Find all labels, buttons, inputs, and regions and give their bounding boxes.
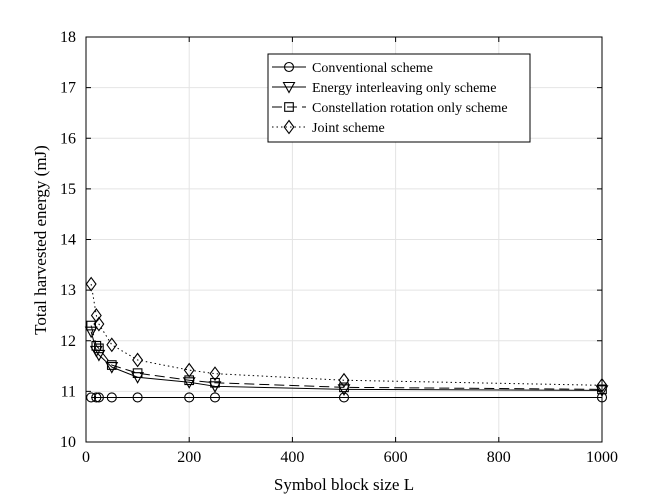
series-1: [86, 392, 608, 403]
series-layer: [84, 276, 609, 403]
data-point: [105, 362, 119, 374]
y-tick-label: 12: [60, 333, 76, 350]
y-axis-label: Total harvested energy (mJ): [31, 145, 50, 335]
x-tick-label: 400: [280, 449, 304, 466]
y-tick-label: 13: [60, 282, 76, 299]
legend-label: Joint scheme: [312, 121, 385, 136]
data-point: [91, 392, 102, 403]
data-point: [106, 360, 117, 370]
data-point: [209, 366, 221, 382]
x-tick-label: 1000: [586, 449, 618, 466]
legend: Conventional scheme Energy interleaving o…: [267, 53, 531, 143]
x-tick-label: 600: [384, 449, 408, 466]
data-point: [91, 340, 102, 351]
legend-marker: [282, 81, 296, 94]
data-point: [85, 276, 97, 292]
series-line: [90, 325, 603, 390]
data-point: [132, 352, 144, 368]
y-tick-label: 16: [60, 130, 76, 147]
y-tick-label: 15: [60, 181, 76, 198]
data-point: [132, 392, 143, 403]
legend-label: Conventional scheme: [312, 61, 433, 76]
y-tick-label: 14: [60, 232, 76, 249]
data-point: [338, 392, 350, 403]
y-tick-label: 10: [60, 434, 76, 451]
data-point: [93, 392, 104, 403]
legend-label: Constellation rotation only scheme: [312, 101, 508, 116]
legend-box: [267, 53, 531, 143]
y-tick-label: 17: [60, 80, 76, 97]
legend-marker: [284, 102, 294, 112]
x-tick-label: 200: [177, 449, 201, 466]
data-point: [337, 384, 351, 396]
data-point: [86, 392, 97, 403]
data-point: [182, 377, 196, 389]
legend-label: Energy interleaving only scheme: [312, 81, 496, 96]
data-point: [339, 382, 349, 393]
x-tick-label: 0: [82, 449, 90, 466]
legend-marker: [283, 61, 295, 73]
x-axis-label: Symbol block size L: [274, 475, 414, 494]
x-tick-label: 800: [487, 449, 511, 466]
data-point: [184, 392, 195, 403]
data-point: [93, 316, 105, 332]
data-point: [94, 343, 104, 354]
data-point: [338, 372, 350, 388]
series-line: [90, 283, 603, 386]
axis-ticks: 0 200 400 600 800 1000 10 11 12 13 14 15 16 17 18: [60, 29, 618, 466]
data-point: [183, 362, 195, 378]
data-point: [106, 392, 117, 403]
y-tick-label: 11: [61, 383, 76, 400]
y-tick-label: 18: [60, 29, 76, 46]
data-point: [210, 377, 220, 388]
data-point: [132, 368, 143, 379]
legend-marker: [283, 119, 295, 135]
data-point: [106, 337, 118, 353]
